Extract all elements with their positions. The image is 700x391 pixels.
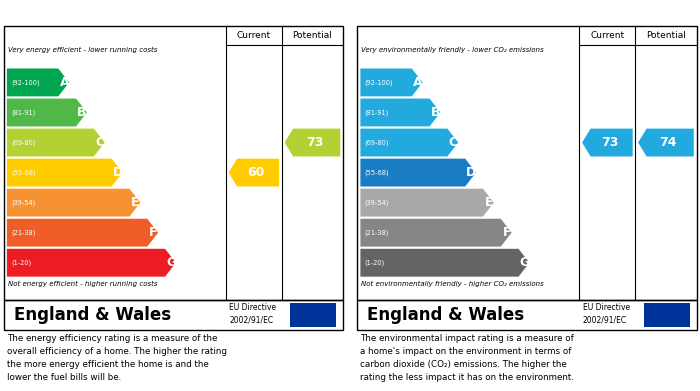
Text: C: C <box>449 136 458 149</box>
Polygon shape <box>360 159 476 187</box>
Text: E: E <box>484 196 494 209</box>
Polygon shape <box>360 129 458 156</box>
Text: (92-100): (92-100) <box>11 79 40 86</box>
Text: (21-38): (21-38) <box>365 230 388 236</box>
Bar <box>290 303 336 327</box>
Text: EU Directive
2002/91/EC: EU Directive 2002/91/EC <box>230 303 276 324</box>
Text: Environmental Impact (CO₂) Rating: Environmental Impact (CO₂) Rating <box>365 6 612 20</box>
Polygon shape <box>7 129 105 156</box>
Text: E: E <box>131 196 140 209</box>
Text: ★: ★ <box>318 311 321 315</box>
Text: (39-54): (39-54) <box>365 199 388 206</box>
Text: ★: ★ <box>318 315 321 319</box>
Text: ★: ★ <box>305 311 309 315</box>
Polygon shape <box>7 249 176 277</box>
Polygon shape <box>360 189 494 217</box>
Text: England & Wales: England & Wales <box>14 306 171 324</box>
Text: ★: ★ <box>300 314 304 318</box>
Text: Not energy efficient - higher running costs: Not energy efficient - higher running co… <box>8 280 157 287</box>
Text: ★: ★ <box>324 313 328 317</box>
Text: C: C <box>95 136 104 149</box>
Text: (81-91): (81-91) <box>11 109 35 116</box>
Text: ★: ★ <box>654 314 657 318</box>
Text: ★: ★ <box>676 314 680 318</box>
Text: A: A <box>60 76 69 89</box>
Text: (69-80): (69-80) <box>11 139 36 146</box>
Polygon shape <box>7 219 158 247</box>
Text: ★: ★ <box>676 312 680 316</box>
Text: 73: 73 <box>601 136 618 149</box>
Text: (1-20): (1-20) <box>365 260 385 266</box>
Polygon shape <box>360 219 512 247</box>
Text: F: F <box>503 226 511 239</box>
Text: The environmental impact rating is a measure of
a home's impact on the environme: The environmental impact rating is a mea… <box>360 334 574 382</box>
Text: ★: ★ <box>671 315 675 319</box>
Polygon shape <box>360 68 423 96</box>
Polygon shape <box>229 159 279 187</box>
Text: ★: ★ <box>312 316 315 319</box>
Text: G: G <box>166 256 176 269</box>
Text: Potential: Potential <box>293 31 332 40</box>
Text: ★: ★ <box>659 311 662 315</box>
Text: (55-68): (55-68) <box>365 169 389 176</box>
Text: Very environmentally friendly - lower CO₂ emissions: Very environmentally friendly - lower CO… <box>361 47 544 53</box>
Text: The energy efficiency rating is a measure of the
overall efficiency of a home. T: The energy efficiency rating is a measur… <box>7 334 227 382</box>
Text: (69-80): (69-80) <box>365 139 389 146</box>
Text: Energy Efficiency Rating: Energy Efficiency Rating <box>12 6 184 20</box>
Text: ★: ★ <box>659 315 662 319</box>
Text: B: B <box>77 106 87 119</box>
Bar <box>644 303 690 327</box>
Text: ★: ★ <box>305 315 309 319</box>
Text: (92-100): (92-100) <box>365 79 393 86</box>
Text: (81-91): (81-91) <box>365 109 388 116</box>
Text: ★: ★ <box>300 312 304 316</box>
Text: (55-68): (55-68) <box>11 169 36 176</box>
Text: 60: 60 <box>247 166 265 179</box>
Text: England & Wales: England & Wales <box>368 306 524 324</box>
Text: ★: ★ <box>312 310 315 314</box>
Text: Not environmentally friendly - higher CO₂ emissions: Not environmentally friendly - higher CO… <box>361 280 544 287</box>
Text: A: A <box>413 76 423 89</box>
Text: F: F <box>149 226 158 239</box>
Text: ★: ★ <box>654 312 657 316</box>
Text: D: D <box>466 166 476 179</box>
Text: Current: Current <box>590 31 624 40</box>
Text: ★: ★ <box>298 313 302 317</box>
Text: ★: ★ <box>665 316 668 319</box>
Text: Potential: Potential <box>646 31 686 40</box>
Polygon shape <box>582 129 633 156</box>
Text: EU Directive
2002/91/EC: EU Directive 2002/91/EC <box>583 303 630 324</box>
Polygon shape <box>7 68 69 96</box>
Polygon shape <box>7 99 87 126</box>
Polygon shape <box>7 159 122 187</box>
Text: (21-38): (21-38) <box>11 230 35 236</box>
Polygon shape <box>360 99 440 126</box>
Text: ★: ★ <box>665 310 668 314</box>
Text: 73: 73 <box>306 136 323 149</box>
Text: G: G <box>519 256 530 269</box>
Text: (1-20): (1-20) <box>11 260 32 266</box>
Text: 74: 74 <box>659 136 677 149</box>
Text: B: B <box>430 106 440 119</box>
Polygon shape <box>360 249 529 277</box>
Text: Current: Current <box>237 31 271 40</box>
Text: Very energy efficient - lower running costs: Very energy efficient - lower running co… <box>8 47 157 53</box>
Text: ★: ★ <box>323 312 326 316</box>
Text: D: D <box>113 166 122 179</box>
Text: ★: ★ <box>671 311 675 315</box>
Text: (39-54): (39-54) <box>11 199 35 206</box>
Text: ★: ★ <box>323 314 326 318</box>
Polygon shape <box>638 129 694 156</box>
Text: ★: ★ <box>652 313 656 317</box>
Polygon shape <box>7 189 140 217</box>
Polygon shape <box>285 129 340 156</box>
Text: ★: ★ <box>678 313 682 317</box>
